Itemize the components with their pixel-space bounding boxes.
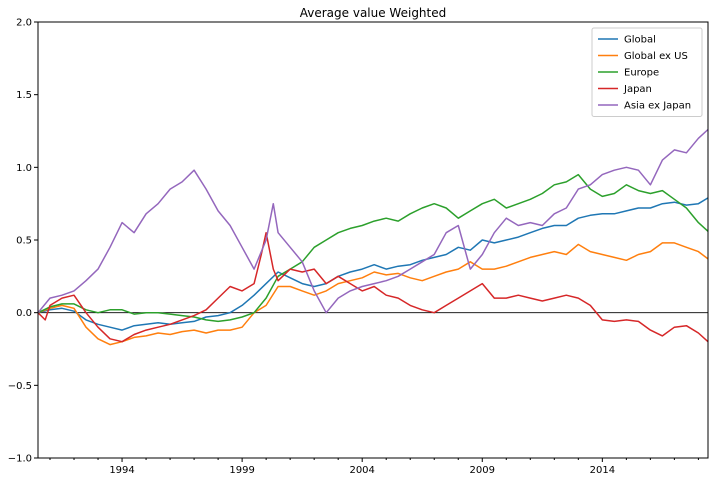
y-tick-label: −0.5 bbox=[8, 381, 32, 392]
legend-label: Japan bbox=[623, 84, 652, 95]
legend-label: Europe bbox=[624, 68, 659, 79]
series-line-japan bbox=[37, 231, 709, 343]
series-line-global bbox=[37, 197, 709, 331]
y-axis: −1.0 −0.5 0.0 0.5 1.0 1.5 2.0 bbox=[8, 18, 38, 465]
legend: Global Global ex US Europe Japan Asia ex Jap… bbox=[591, 27, 703, 117]
legend-label: Asia ex Japan bbox=[624, 101, 691, 112]
x-tick-label: 2009 bbox=[470, 465, 495, 476]
x-tick-label: 1994 bbox=[109, 465, 134, 476]
y-tick-label: 1.0 bbox=[16, 163, 32, 174]
x-tick-label: 2004 bbox=[349, 465, 374, 476]
series-line-global-ex-us bbox=[37, 242, 709, 346]
y-tick-label: 1.5 bbox=[16, 90, 32, 101]
legend-label: Global ex US bbox=[624, 51, 688, 62]
series-line-europe bbox=[37, 173, 709, 323]
legend-label: Global bbox=[624, 35, 656, 46]
y-tick-label: 0.5 bbox=[16, 236, 32, 247]
x-tick-label: 2014 bbox=[590, 465, 615, 476]
series-layer bbox=[37, 128, 709, 346]
x-axis: 1994 1999 2004 2009 2014 bbox=[49, 458, 699, 476]
y-tick-label: 0.0 bbox=[16, 308, 32, 319]
series-line-asia-ex-japan bbox=[37, 128, 709, 314]
y-tick-label: 2.0 bbox=[16, 18, 32, 29]
y-tick-label: −1.0 bbox=[8, 454, 32, 465]
plot-frame bbox=[37, 21, 709, 459]
legend-box bbox=[591, 27, 703, 117]
x-tick-label: 1999 bbox=[229, 465, 254, 476]
chart-title: Average value Weighted bbox=[300, 6, 447, 20]
